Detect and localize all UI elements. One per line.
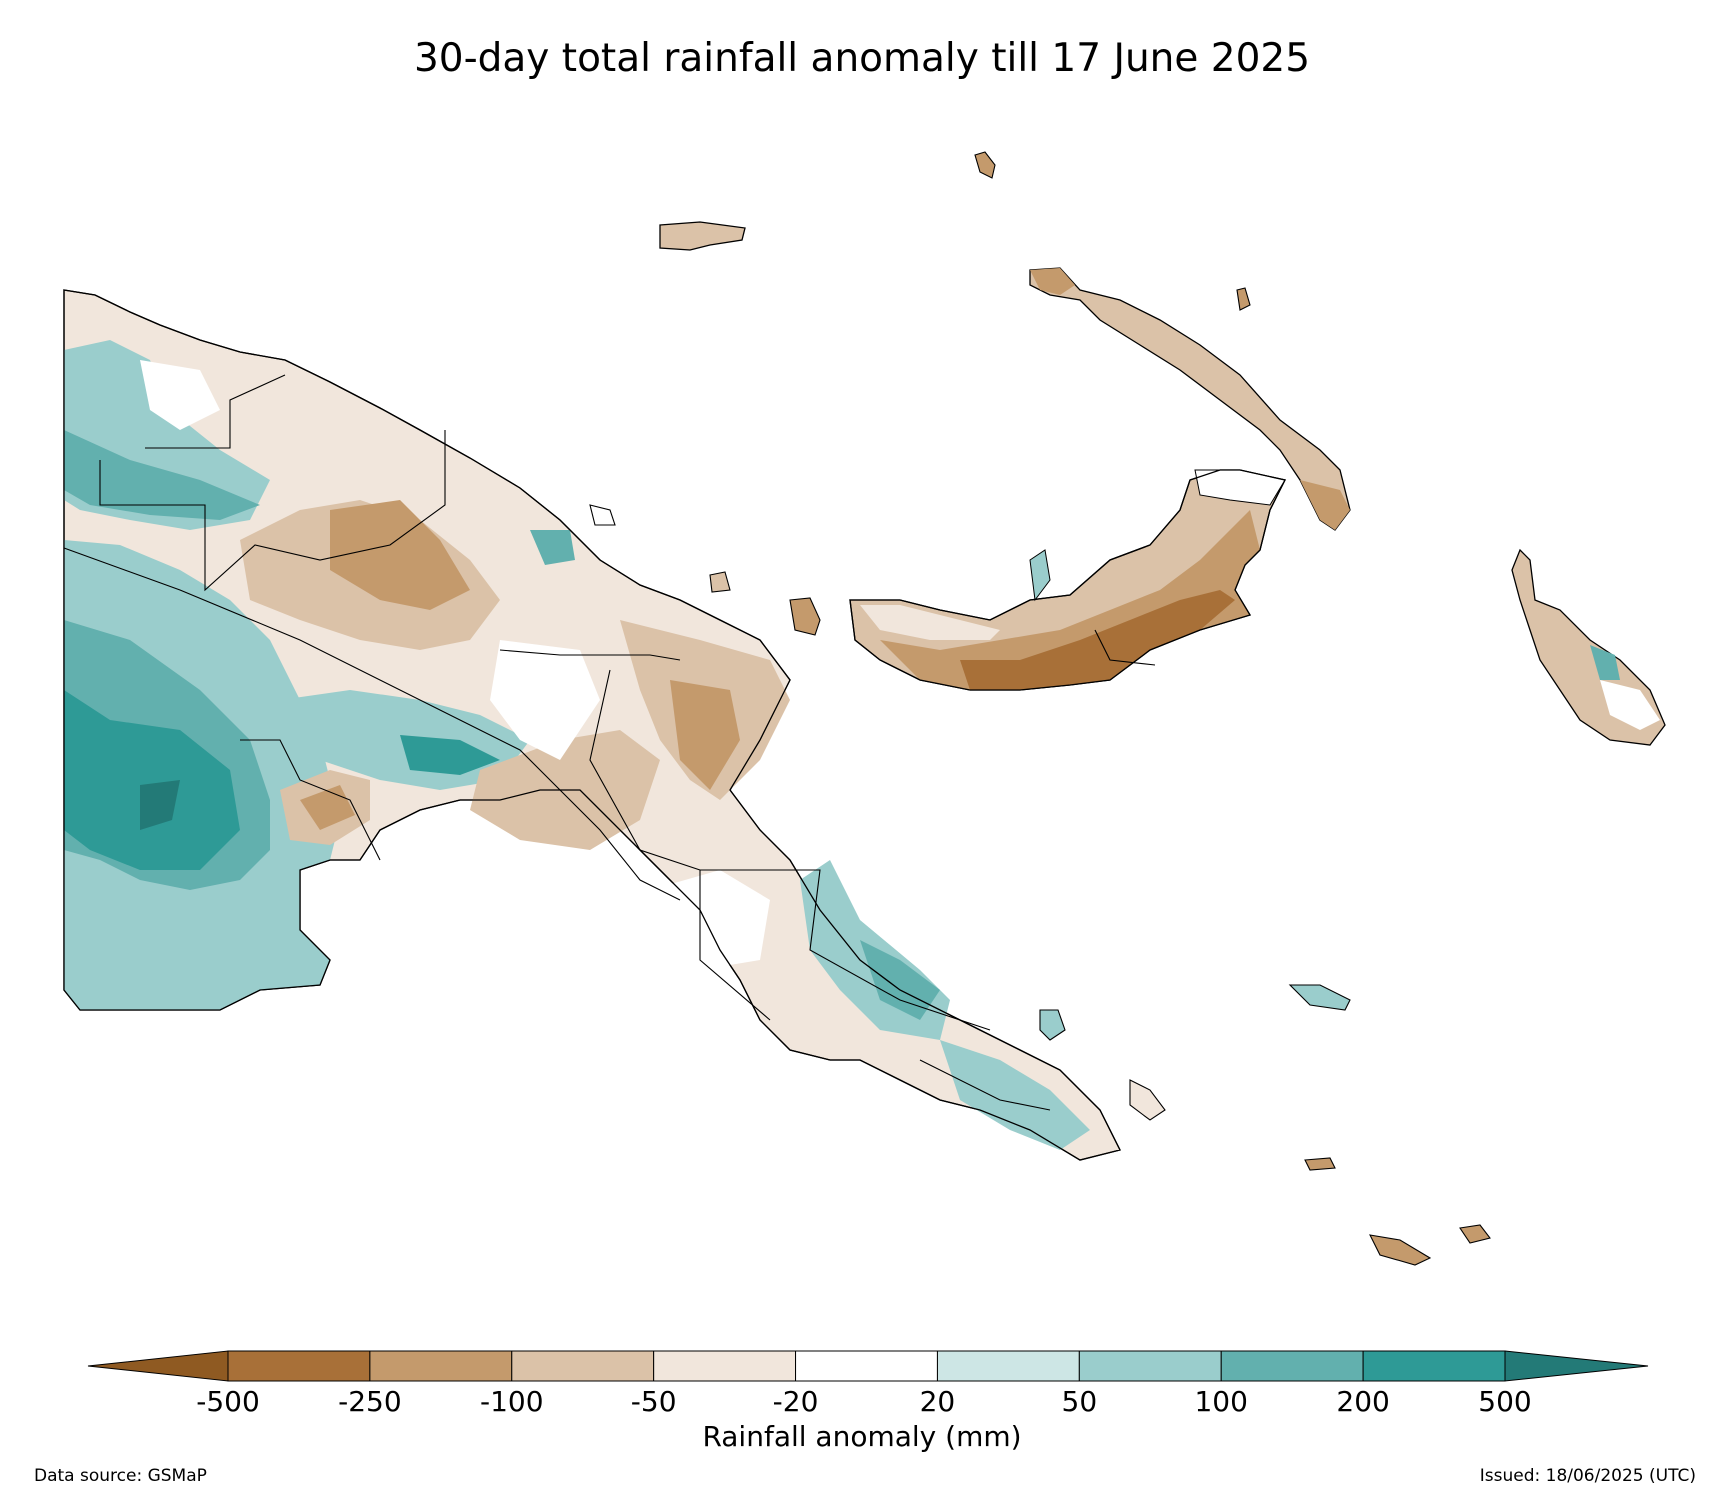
new-ireland-dry-core [1300, 480, 1350, 530]
colorbar-bin-20_50 [936, 1350, 1080, 1382]
colorbar-bin-100_200 [1220, 1350, 1364, 1382]
colorbar-tick-label: 20 [919, 1385, 956, 1418]
neutral-zone-2 [650, 870, 770, 970]
colorbar [87, 1350, 1649, 1382]
island-trobriand [1288, 984, 1351, 1011]
new-britain-wet-spot [1029, 549, 1051, 602]
data-source: Data source: GSMaP [34, 1466, 207, 1486]
madang-wet-spot [530, 530, 575, 565]
island-normanby [1129, 1079, 1166, 1121]
colorbar-tick-label: -100 [479, 1385, 544, 1418]
new-britain-border [1094, 629, 1156, 666]
new-ireland-tip [1030, 268, 1075, 295]
colorbar-bin--250_-100 [369, 1350, 513, 1382]
bougainville-neutral [1600, 680, 1660, 730]
map-title: 30-day total rainfall anomaly till 17 Ju… [413, 36, 1311, 81]
colorbar-tick-label: -500 [196, 1385, 260, 1418]
colorbar-extend-high [1504, 1350, 1649, 1382]
issued-date: Issued: 18/06/2025 (UTC) [1479, 1466, 1696, 1486]
neutral-zone-1 [490, 640, 600, 760]
colorbar-extend-low [87, 1350, 229, 1382]
western-wet-core [64, 690, 240, 870]
small-islands [589, 151, 1491, 1266]
new-ireland [1029, 267, 1351, 531]
central-dry-core [330, 500, 470, 610]
island-umboi [709, 571, 731, 593]
island-woodlark [1304, 1157, 1336, 1171]
northwest-wet-core [64, 430, 260, 520]
highlands-wet-core [400, 735, 500, 775]
colorbar-bin-200_500 [1362, 1350, 1506, 1382]
colorbar-tick-label: 50 [1061, 1385, 1098, 1418]
milne-wet-zone [940, 1040, 1090, 1150]
mainland [63, 289, 1121, 1161]
new-britain-dry-peak [960, 590, 1235, 690]
new-britain-dry-core [880, 510, 1260, 690]
bougainville [1511, 548, 1666, 746]
colorbar-bin-50_100 [1078, 1350, 1222, 1382]
island-lihir [1236, 287, 1251, 311]
new-britain-outline [849, 469, 1286, 691]
island-tagula [1369, 1234, 1432, 1266]
bougainville-wet-spot [1590, 645, 1620, 680]
colorbar-tick-label: 500 [1478, 1385, 1532, 1418]
colorbar-bin--50_-20 [653, 1350, 797, 1382]
mainland-outline [63, 289, 1121, 1161]
new-britain [849, 469, 1286, 691]
neutral-zone-3 [140, 360, 220, 430]
manus-island [659, 221, 746, 251]
colorbar-tick-label: -20 [772, 1385, 819, 1418]
island-karkar [789, 597, 821, 636]
island-rossel [1459, 1224, 1491, 1244]
colorbar-tick-label: -250 [338, 1385, 402, 1418]
island-long [589, 504, 616, 526]
colorbar-bin--100_-50 [511, 1350, 655, 1382]
island-goodenough [1039, 1009, 1066, 1041]
morobe-dry-core [670, 680, 740, 790]
colorbar-tick-label: 100 [1194, 1385, 1248, 1418]
colorbar-bin--20_20 [795, 1350, 938, 1382]
colorbar-title: Rainfall anomaly (mm) [702, 1420, 1022, 1453]
province-borders [63, 374, 1051, 1111]
western-wet-peak [140, 780, 180, 830]
island-mussau [974, 151, 996, 179]
colorbar-tick-label: -50 [630, 1385, 677, 1418]
new-britain-neutral [860, 605, 1000, 640]
colorbar-tick-label: 200 [1336, 1385, 1390, 1418]
colorbar-bin--500_-250 [227, 1350, 371, 1382]
